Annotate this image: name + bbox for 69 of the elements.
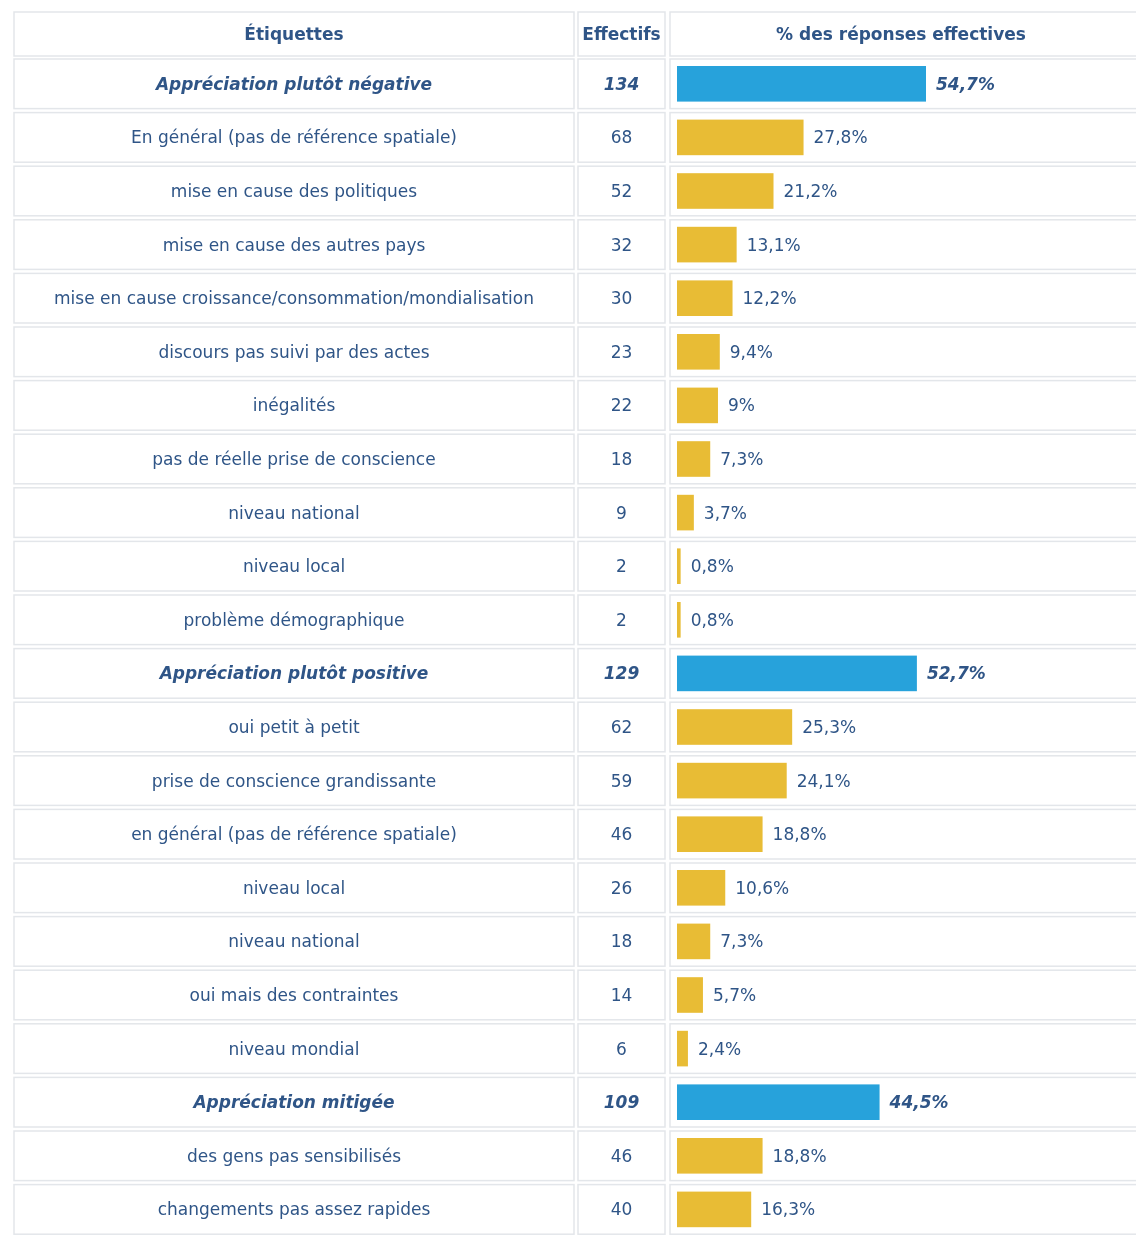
y-axis-title: Étiquettes	[244, 23, 344, 44]
text: 18	[610, 931, 633, 952]
data-label: 2,4%	[697, 1038, 742, 1059]
text: 6	[616, 1038, 627, 1059]
text: 26	[610, 877, 633, 898]
y-tick-label: pas de réelle prise de conscience	[152, 449, 436, 469]
text: 62	[610, 717, 633, 737]
y-tick-label: Appréciation plutôt positive	[157, 663, 429, 684]
x-axis-title: % des réponses effectives	[776, 24, 1026, 44]
data-label: 0,8%	[690, 609, 734, 630]
y-tick-label: niveau local	[242, 877, 346, 898]
y-tick-label: niveau mondial	[228, 1038, 360, 1059]
y-tick-label: En général (pas de référence spatiale)	[131, 127, 457, 148]
text: Effectifs	[582, 24, 661, 44]
text: 129	[603, 663, 640, 684]
text: 46	[610, 824, 633, 845]
data-label: 27,8%	[813, 127, 868, 148]
y-tick-label: mise en cause des autres pays	[162, 234, 426, 255]
data-label: 3,7%	[703, 502, 748, 523]
data-label: 21,2%	[783, 181, 838, 201]
y-tick-label: oui mais des contraintes	[189, 985, 399, 1005]
text: 14	[610, 985, 633, 1005]
y-tick-label: changements pas assez rapides	[157, 1199, 431, 1220]
y-tick-label: niveau national	[228, 931, 360, 952]
text: 2	[616, 556, 627, 577]
data-label: 18,8%	[772, 1145, 827, 1166]
data-label: 9,4%	[729, 341, 773, 362]
data-label: 7,3%	[720, 931, 764, 952]
y-tick-label: mise en cause croissance/consommation/mondialisation	[54, 288, 534, 309]
text: 22	[610, 395, 633, 416]
y-tick-label: niveau local	[242, 556, 346, 577]
text: 46	[610, 1145, 633, 1166]
y-tick-label: des gens pas sensibilisés	[186, 1145, 402, 1166]
y-tick-label: en général (pas de référence spatiale)	[131, 824, 457, 845]
y-tick-label: oui petit à petit	[228, 717, 360, 737]
data-label: 0,8%	[690, 556, 734, 577]
text: 40	[610, 1199, 633, 1220]
data-label: 7,3%	[720, 449, 764, 469]
data-label: 25,3%	[802, 717, 857, 737]
text: 23	[610, 341, 633, 362]
text: 9	[616, 502, 627, 523]
y-tick-label: mise en cause des politiques	[170, 181, 418, 201]
data-label: 10,6%	[735, 877, 790, 898]
text: 30	[610, 288, 633, 309]
data-label: 5,7%	[712, 985, 757, 1005]
text: 68	[610, 127, 633, 148]
text: 134	[603, 73, 640, 94]
data-label: 16,3%	[761, 1199, 816, 1220]
y-tick-label: prise de conscience grandissante	[151, 770, 437, 791]
y-tick-label: Appréciation plutôt négative	[153, 73, 433, 94]
data-label: 44,5%	[888, 1092, 949, 1113]
data-label: 24,1%	[796, 770, 851, 791]
text: 52	[610, 181, 633, 201]
y-tick-label: problème démographique	[183, 609, 405, 630]
y-tick-label: niveau national	[228, 502, 360, 523]
text: 59	[610, 770, 633, 791]
text: 109	[603, 1092, 640, 1113]
data-label: 9%	[727, 395, 755, 416]
y-tick-label: discours pas suivi par des actes	[158, 341, 430, 362]
data-label: 13,1%	[746, 234, 801, 255]
y-tick-label: inégalités	[252, 395, 336, 416]
data-label: 12,2%	[742, 288, 797, 309]
text: 32	[610, 234, 633, 255]
text: 18	[610, 449, 633, 469]
data-label: 52,7%	[926, 663, 986, 684]
data-label: 18,8%	[772, 824, 827, 845]
data-label: 54,7%	[936, 73, 995, 94]
text: 2	[616, 609, 627, 630]
y-tick-label: Appréciation mitigée	[191, 1092, 395, 1113]
